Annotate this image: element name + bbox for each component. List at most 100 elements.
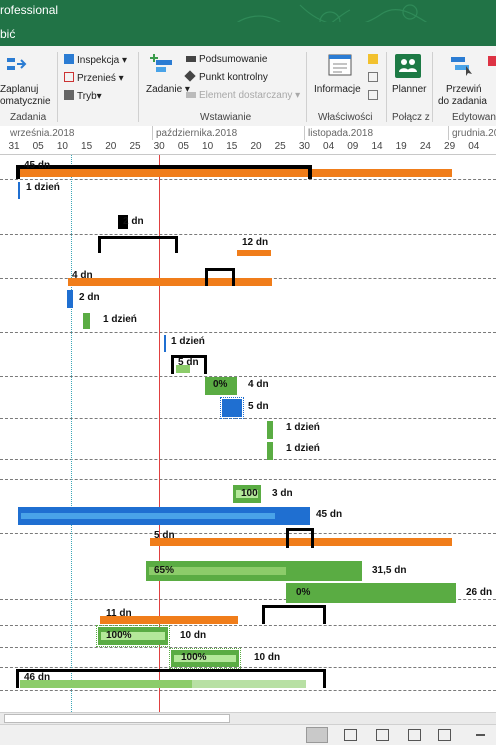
bar-label: 10 dn xyxy=(254,652,281,663)
bar-label: 2 dn xyxy=(123,216,144,227)
task-bar[interactable] xyxy=(220,397,244,419)
auto-schedule-icon xyxy=(7,58,27,70)
information-label: Informacje xyxy=(314,84,361,95)
bar-percent: 0% xyxy=(213,379,228,390)
notes-icon[interactable] xyxy=(368,54,378,64)
summary-bracket-right xyxy=(308,165,312,179)
summary-bracket-right xyxy=(175,236,178,253)
status-bar xyxy=(0,724,496,745)
day-tick-label: 04 xyxy=(468,141,480,152)
bar-percent: 100% xyxy=(106,630,132,641)
group-wstawianie-label: Wstawianie xyxy=(200,112,252,123)
scroll-to-task-label-1: Przewiń xyxy=(446,84,482,95)
day-tick-label: 24 xyxy=(419,141,431,152)
task-bar[interactable] xyxy=(267,442,273,460)
move-label: Przenieś xyxy=(77,73,116,84)
task-progress xyxy=(101,632,165,640)
row-gridline xyxy=(0,690,496,691)
day-tick-label: 10 xyxy=(56,141,68,152)
bar-label: 5 dn xyxy=(248,401,269,412)
task-bar[interactable] xyxy=(286,583,456,603)
summary-bracket-left xyxy=(98,236,101,253)
group-polacz-label: Połącz z xyxy=(392,112,430,123)
task-bar[interactable] xyxy=(267,421,273,439)
insert-task-button[interactable]: Zadanie ▾ xyxy=(146,84,190,95)
planner-label: Planner xyxy=(392,84,427,95)
day-tick-label: 04 xyxy=(323,141,335,152)
row-gridline xyxy=(0,418,496,419)
bar-label: 31,5 dn xyxy=(372,565,407,576)
inspect-label: Inspekcja xyxy=(77,55,120,66)
summary-bar[interactable] xyxy=(150,538,452,546)
task-progress xyxy=(21,513,275,519)
resource-sheet-view-icon[interactable] xyxy=(408,729,421,741)
tab-label[interactable]: bić xyxy=(0,27,16,41)
summary-bracket-right xyxy=(204,355,207,374)
task-bar[interactable] xyxy=(176,365,190,373)
day-tick-label: 25 xyxy=(129,141,141,152)
horizontal-scrollbar[interactable] xyxy=(0,712,496,725)
zoom-out-icon[interactable] xyxy=(476,734,485,736)
scroll-to-task-label-2: do zadania xyxy=(438,96,487,107)
ribbon-separator xyxy=(138,52,139,122)
gantt-view-icon[interactable] xyxy=(306,727,328,743)
day-tick-label: 15 xyxy=(226,141,238,152)
summary-bracket-right xyxy=(323,669,326,688)
bar-label: 1 dzień xyxy=(286,443,320,454)
bar-label: 10 dn xyxy=(180,630,207,641)
information-button[interactable]: Informacje xyxy=(314,84,361,96)
team-planner-view-icon[interactable] xyxy=(376,729,389,741)
day-tick-label: 05 xyxy=(177,141,189,152)
bar-label: 5 dn xyxy=(178,357,199,368)
scroll-to-task-button[interactable]: Przewiń do zadania xyxy=(438,84,487,108)
ribbon: Zaplanuj omatycznie Zadania Inspekcja ▾ … xyxy=(0,46,496,127)
move-icon xyxy=(64,72,74,82)
task-bar[interactable] xyxy=(83,313,90,329)
task-bar[interactable] xyxy=(67,290,73,308)
ribbon-separator xyxy=(306,52,307,122)
task-bar[interactable] xyxy=(164,335,166,352)
summary-bar[interactable] xyxy=(68,278,272,286)
summary-bar[interactable] xyxy=(100,616,238,624)
bar-label: 2 dn xyxy=(79,292,100,303)
day-tick-label: 20 xyxy=(105,141,117,152)
day-tick-label: 14 xyxy=(371,141,383,152)
details-icon[interactable] xyxy=(368,72,378,82)
row-gridline xyxy=(0,376,496,377)
report-view-icon[interactable] xyxy=(438,729,451,741)
summary-button[interactable]: Podsumowanie xyxy=(186,54,267,66)
auto-schedule-button[interactable]: Zaplanuj omatycznie xyxy=(0,84,51,108)
bar-label: 4 dn xyxy=(248,379,269,390)
task-bar[interactable] xyxy=(18,182,20,199)
milestone-button[interactable]: Punkt kontrolny xyxy=(184,70,268,84)
mode-button[interactable]: Tryb▾ xyxy=(64,90,102,103)
auto-schedule-label-2: omatycznie xyxy=(0,96,51,107)
bar-label: 46 dn xyxy=(24,672,51,683)
move-button[interactable]: Przenieś ▾ xyxy=(64,72,124,85)
month-separator xyxy=(152,126,153,140)
gantt-chart: 45 dn 1 dzień 2 dn 12 dn 4 dn 2 dn 1 dzi… xyxy=(0,155,496,712)
row-gridline xyxy=(0,667,496,668)
summary-bracket[interactable] xyxy=(118,215,128,229)
summary-icon xyxy=(186,56,196,62)
today-line xyxy=(159,155,160,712)
bar-label: 4 dn xyxy=(72,270,93,281)
timescale: września.2018 października.2018 listopad… xyxy=(0,126,496,155)
task-usage-view-icon[interactable] xyxy=(344,729,357,741)
timeline-add-icon[interactable] xyxy=(368,90,378,100)
deliverable-button[interactable]: Element dostarczany ▾ xyxy=(186,90,300,102)
summary-bar[interactable] xyxy=(18,169,452,177)
inspect-button[interactable]: Inspekcja ▾ xyxy=(64,54,127,67)
find-icon[interactable] xyxy=(488,56,496,66)
task-progress xyxy=(20,680,192,688)
summary-bracket-left xyxy=(171,355,174,374)
day-tick-label: 30 xyxy=(153,141,165,152)
ribbon-tab-bar: bić xyxy=(0,22,496,46)
scrollbar-thumb[interactable] xyxy=(4,714,230,723)
summary-bar[interactable] xyxy=(237,250,271,256)
bar-label: 1 dzień xyxy=(26,182,60,193)
bar-label: 45 dn xyxy=(24,160,51,171)
month-separator xyxy=(448,126,449,140)
task-bar[interactable] xyxy=(205,377,237,395)
planner-button[interactable]: Planner xyxy=(392,84,426,96)
